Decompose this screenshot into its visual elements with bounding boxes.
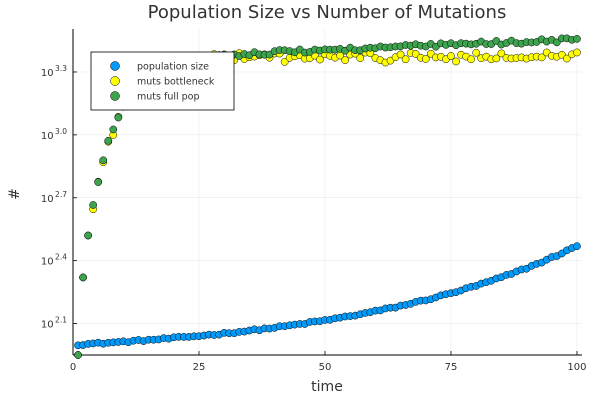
y-tick-label-1: 10 2.4 (41, 253, 67, 268)
point-muts-bottleneck-41 (280, 57, 289, 66)
x-tick-label-3: 75 (445, 362, 458, 373)
point-muts-bottleneck-84 (497, 49, 506, 58)
point-muts-full-pop-0 (74, 351, 82, 359)
point-muts-full-pop-2 (84, 231, 92, 240)
point-muts-bottleneck-53 (341, 56, 349, 65)
legend-label-0: population size (137, 62, 209, 73)
point-muts-bottleneck-78 (467, 55, 475, 64)
grid (72, 29, 582, 355)
x-tick-label-2: 50 (319, 362, 332, 373)
point-muts-full-pop-99 (573, 35, 581, 43)
legend: population size muts bottleneck muts full … (90, 51, 235, 111)
point-muts-bottleneck-64 (396, 50, 405, 59)
x-axis-label: time (311, 379, 343, 395)
legend-marker-0 (110, 61, 120, 71)
point-muts-full-pop-95 (552, 38, 561, 47)
point-muts-bottleneck-97 (563, 54, 571, 63)
x-tick-label-0: 0 (70, 362, 76, 373)
point-muts-bottleneck-92 (537, 53, 546, 62)
point-muts-bottleneck-79 (472, 48, 481, 57)
point-muts-full-pop-8 (114, 113, 123, 122)
x-tick-label-1: 25 (193, 362, 206, 373)
point-muts-full-pop-4 (94, 178, 103, 186)
x-tick-label-4: 100 (567, 362, 586, 373)
point-muts-bottleneck-48 (316, 55, 324, 64)
legend-label-2: muts full pop (137, 92, 200, 103)
point-muts-bottleneck-83 (492, 54, 501, 63)
axes (72, 29, 582, 356)
point-muts-bottleneck-75 (452, 57, 460, 66)
y-axis-ticks: 10 2.1 10 2.4 10 2.7 10 3.0 10 3.3 (41, 64, 77, 331)
chart-title: Population Size vs Number of Mutations (148, 2, 507, 23)
legend-marker-1 (110, 76, 120, 86)
point-population-size-99 (573, 242, 581, 251)
point-muts-bottleneck-69 (421, 55, 430, 63)
y-tick-label-4: 10 3.3 (41, 64, 67, 79)
point-muts-bottleneck-65 (401, 55, 410, 64)
point-muts-full-pop-1 (79, 273, 87, 282)
point-muts-bottleneck-99 (573, 48, 581, 57)
series-population-size (74, 242, 581, 350)
legend-marker-2 (110, 91, 120, 101)
x-axis-ticks: 0 25 50 75 100 (70, 351, 587, 373)
y-axis-label: # (7, 188, 23, 200)
point-muts-bottleneck-74 (447, 52, 455, 60)
legend-label-1: muts bottleneck (137, 77, 215, 88)
y-tick-label-0: 10 2.1 (41, 316, 67, 331)
point-muts-full-pop-6 (104, 136, 113, 145)
point-muts-full-pop-7 (109, 125, 118, 134)
point-muts-bottleneck-56 (356, 54, 365, 62)
y-tick-label-3: 10 3.0 (41, 127, 67, 142)
point-muts-full-pop-5 (99, 156, 108, 165)
y-tick-label-2: 10 2.7 (41, 190, 67, 205)
point-muts-full-pop-3 (89, 201, 98, 209)
